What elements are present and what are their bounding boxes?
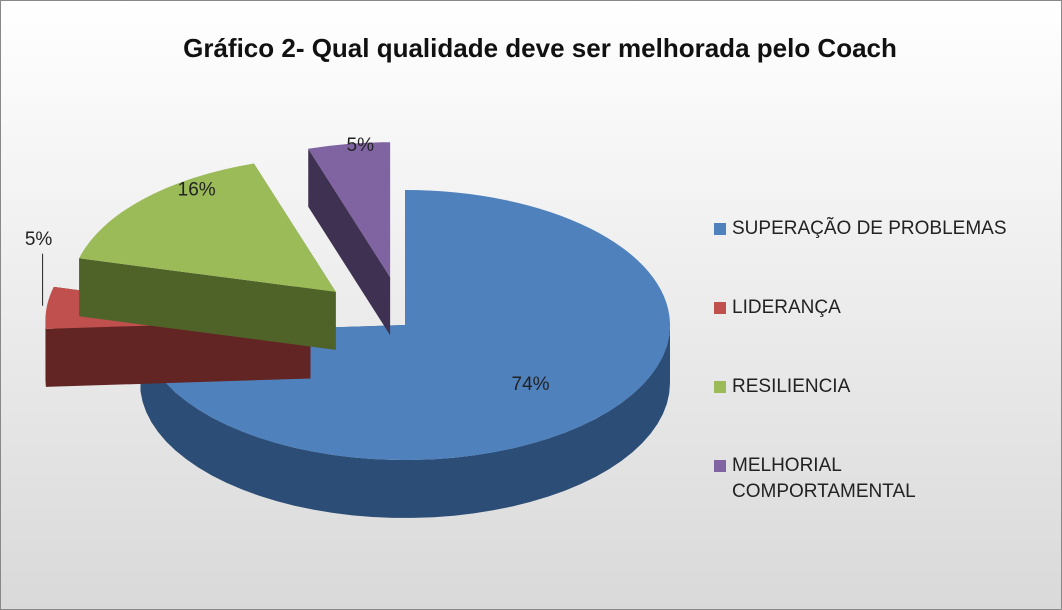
data-label: 74% [512, 374, 550, 395]
legend-swatch [714, 223, 726, 235]
slice-side [45, 320, 46, 387]
data-label: 16% [178, 179, 216, 200]
pie: 74% 5% 16% 5% [25, 135, 670, 518]
chart-title: Gráfico 2- Qual qualidade deve ser melho… [183, 33, 897, 63]
slice-top [79, 163, 336, 292]
legend [714, 223, 726, 472]
legend-label: RESILIENCIA [732, 376, 851, 397]
slice-top [308, 142, 391, 278]
slice [308, 142, 391, 336]
slice-wall [308, 148, 391, 336]
slice-side [140, 325, 670, 518]
slice-top [140, 190, 670, 461]
legend-swatch [714, 302, 726, 314]
data-label: 5% [25, 229, 53, 250]
slice-wall [79, 258, 336, 350]
legend-label: LIDERANÇA [732, 297, 841, 318]
legend-swatch [714, 381, 726, 393]
legend-label: SUPERAÇÃO DE PROBLEMAS [732, 218, 1007, 239]
data-label: 5% [347, 135, 375, 156]
legend-swatch [714, 460, 726, 472]
legend-label: MELHORIAL COMPORTAMENTAL [732, 455, 916, 502]
slice [79, 163, 336, 350]
